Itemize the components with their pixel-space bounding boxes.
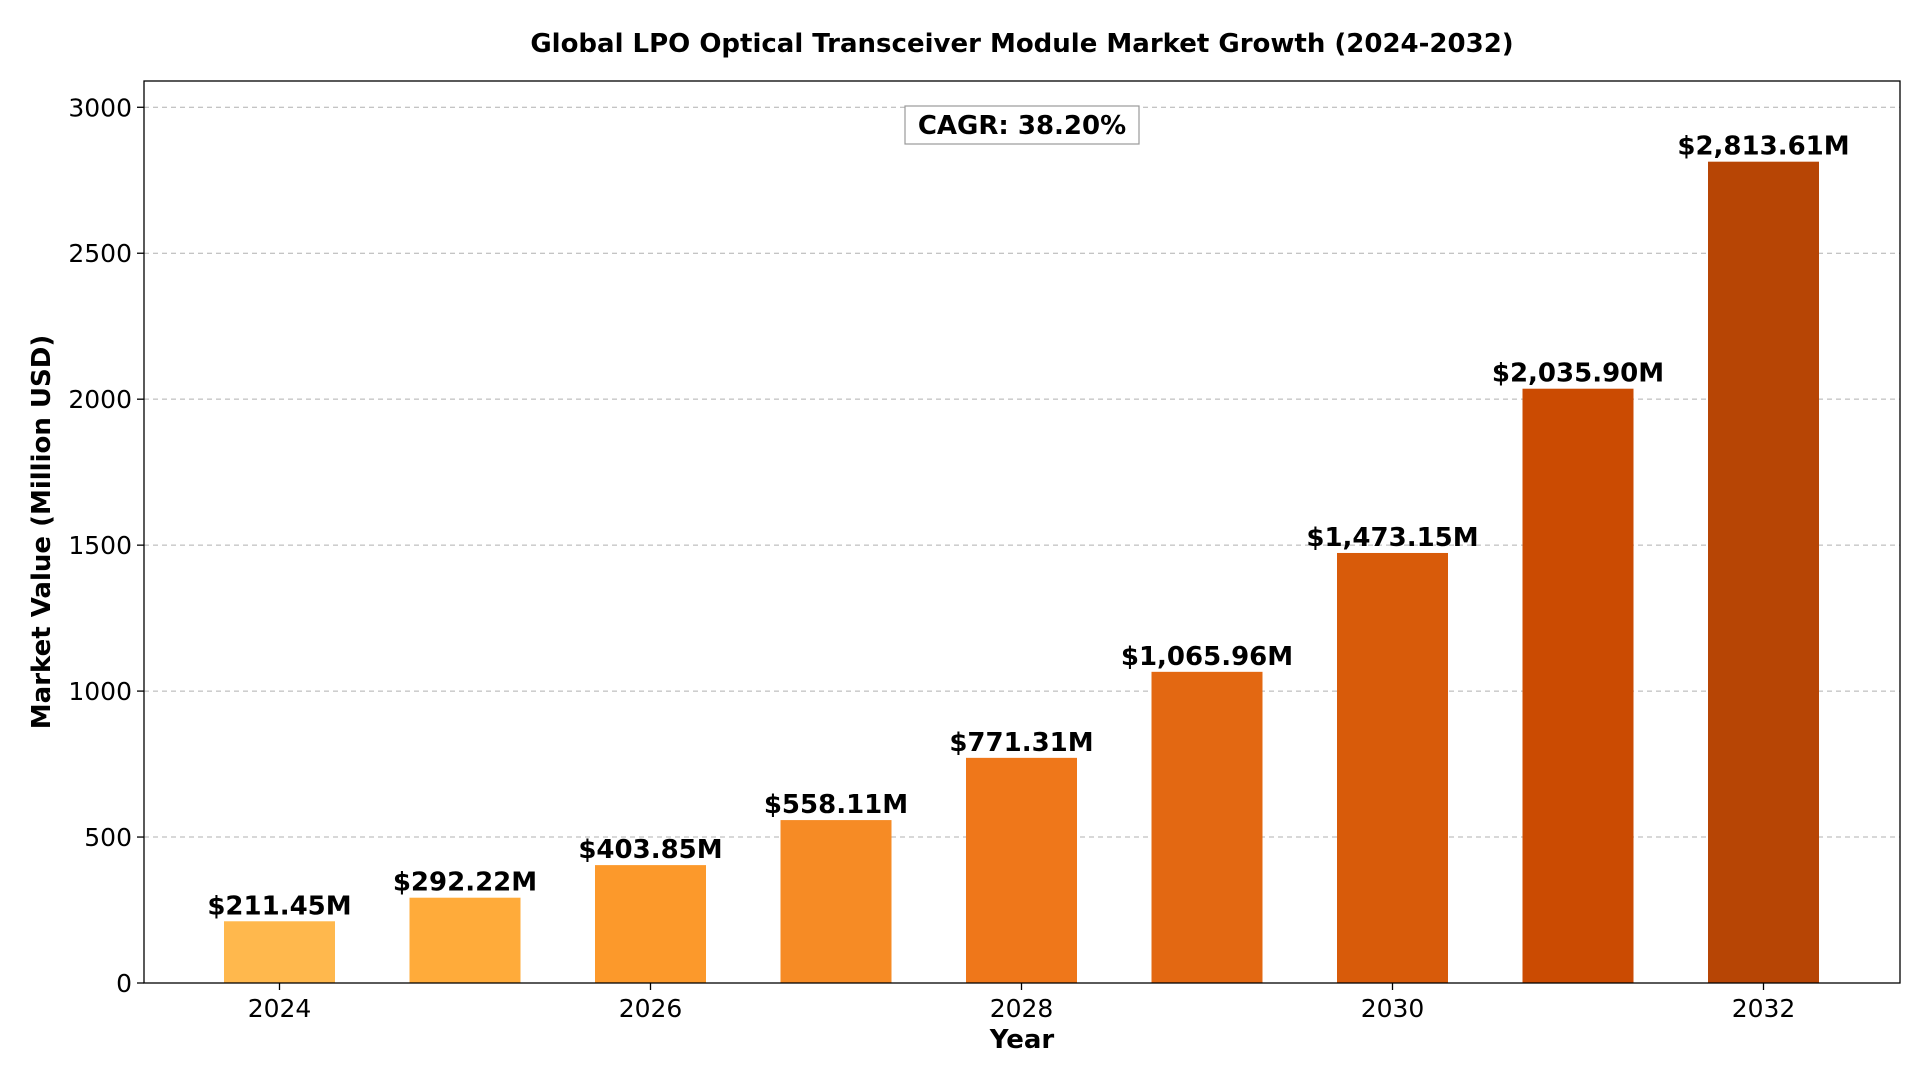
cagr-annotation-box: [904, 105, 1140, 145]
x-tick-label-2032: 2032: [1732, 994, 1796, 1023]
y-tick-label-2000: 2000: [68, 385, 132, 414]
y-tick-label-3000: 3000: [68, 93, 132, 122]
bar-2029: [1151, 671, 1263, 983]
data-label-2032: $2,813.61M: [1677, 132, 1849, 162]
y-tick-label-2500: 2500: [68, 239, 132, 268]
cagr-annotation-text: CAGR: 38.20%: [918, 111, 1126, 141]
data-label-2026: $403.85M: [578, 835, 722, 865]
bar-2032: [1708, 161, 1819, 983]
y-tick-label-1000: 1000: [68, 677, 132, 706]
y-tick-label-500: 500: [84, 823, 132, 852]
x-axis-label: Year: [989, 1025, 1055, 1055]
x-tick-label-2026: 2026: [619, 994, 683, 1023]
bars: [224, 161, 1819, 984]
plot-frame: [143, 80, 1901, 984]
data-label-2030: $1,473.15M: [1306, 523, 1478, 553]
bar-2028: [966, 757, 1077, 983]
y-tick-label-0: 0: [116, 969, 132, 998]
data-label-2025: $292.22M: [393, 868, 537, 898]
x-tick-label-2030: 2030: [1361, 994, 1425, 1023]
data-label-2028: $771.31M: [949, 728, 1093, 758]
bar-2026: [595, 865, 706, 983]
chart-title: Global LPO Optical Transceiver Module Ma…: [530, 29, 1513, 59]
data-labels: $211.45M $292.22M $403.85M $558.11M $771.31M…: [207, 132, 1849, 922]
data-label-2027: $558.11M: [764, 790, 908, 820]
x-tick-label-2028: 2028: [990, 994, 1054, 1023]
axes: 0 500 1000 1500 2000 2500 3000 2024 2026 2028 2030…: [68, 80, 1901, 1023]
cagr-annotation: CAGR: 38.20%: [904, 105, 1140, 145]
bar-2030: [1337, 552, 1448, 983]
data-label-2024: $211.45M: [207, 891, 351, 921]
x-tick-label-2024: 2024: [248, 994, 312, 1023]
data-label-2031: $2,035.90M: [1492, 359, 1664, 389]
y-axis-label: Market Value (Million USD): [27, 335, 57, 729]
bar-2025: [409, 897, 521, 983]
bar-2024: [224, 921, 335, 983]
y-tick-label-1500: 1500: [68, 531, 132, 560]
bar-2031: [1522, 388, 1634, 984]
data-label-2029: $1,065.96M: [1121, 642, 1293, 672]
bar-2027: [780, 820, 892, 983]
